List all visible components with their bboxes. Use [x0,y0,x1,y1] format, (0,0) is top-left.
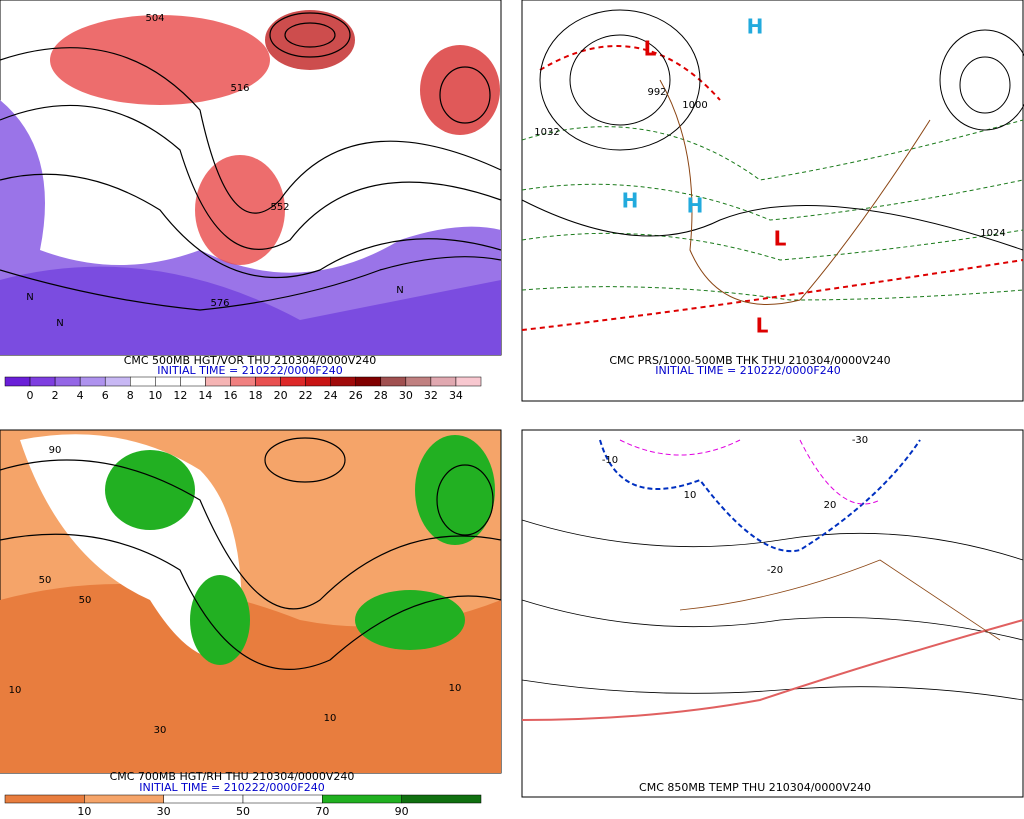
colorbar-label: 70 [315,805,329,818]
map-850mb [521,429,1024,798]
map-sfc-pressure [521,0,1024,402]
colorbar-swatch [401,794,482,804]
contour-label: -30 [852,435,868,446]
map-700mb [0,429,502,774]
colorbar-label: 6 [102,389,109,402]
colorbar-label: 10 [148,389,162,402]
contour-label: 10 [449,683,462,694]
contour-label: 30 [154,725,167,736]
colorbar-label: 0 [27,389,34,402]
contour-label: 504 [145,13,164,24]
init-time: INITIAL TIME = 210222/0000F240 [157,364,342,377]
colorbar-swatch [4,794,85,804]
colorbar-swatch [280,376,306,387]
contour-label: 20 [824,500,837,511]
pressure-center: L [644,37,657,61]
colorbar-label: 4 [77,389,84,402]
colorbar-label: 18 [249,389,263,402]
colorbar-swatch [84,794,164,804]
contour-label: 90 [49,445,62,456]
colorbar-swatch [242,794,323,804]
colorbar-swatch [230,376,256,387]
pressure-center: H [747,15,764,39]
contour-label: 10 [9,685,22,696]
colorbar-swatch [163,794,244,804]
colorbar-swatch [355,376,382,387]
colorbar-label: 22 [299,389,313,402]
colorbar-swatch [405,376,432,387]
contour-label: 10 [324,713,337,724]
colorbar-label: 30 [157,805,171,818]
colorbar-swatch [455,376,482,387]
colorbar-swatch [430,376,457,387]
pressure-center: H [687,194,704,218]
contour-label: 1032 [534,127,559,138]
pressure-center: L [774,227,787,251]
colorbar-swatch [155,376,181,387]
colorbar-label: 30 [399,389,413,402]
contour-label: 516 [230,83,249,94]
colorbar-label: 90 [395,805,409,818]
colorbar-label: 32 [424,389,438,402]
contour-label: -10 [602,455,618,466]
contour-label: 1024 [980,228,1005,239]
colorbar-swatch [330,376,356,387]
colorbar-swatch [205,376,231,387]
colorbar-swatch [29,376,56,387]
contour-label: 1000 [682,100,707,111]
colorbar-label: 2 [52,389,59,402]
panel-title: CMC 700MB HGT/RH THU 210304/0000V240 [110,770,355,783]
colorbar-swatch [380,376,407,387]
colorbar-label: 26 [349,389,363,402]
colorbar-swatch [255,376,281,387]
contour-label: N [396,285,403,296]
colorbar-label: 28 [374,389,388,402]
colorbar-label: 16 [223,389,237,402]
colorbar-label: 34 [449,389,463,402]
colorbar-label: 12 [173,389,187,402]
pressure-center: H [622,189,639,213]
init-time: INITIAL TIME = 210222/0000F240 [655,364,840,377]
init-time: INITIAL TIME = 210222/0000F240 [139,781,324,794]
colorbar-swatch [54,376,81,387]
contour-label: 50 [79,595,92,606]
colorbar-label: 20 [274,389,288,402]
contour-label: N [56,318,63,329]
colorbar-swatch [305,376,331,387]
pressure-center: L [756,314,769,338]
contour-label: 552 [270,202,289,213]
colorbar-label: 8 [127,389,134,402]
contour-label: 992 [647,87,666,98]
contour-label: 50 [39,575,52,586]
contour-label: -20 [767,565,783,576]
colorbar-label: 50 [236,805,250,818]
colorbar-swatch [180,376,206,387]
contour-label: 10 [684,490,697,501]
colorbar-label: 10 [77,805,91,818]
colorbar-label: 14 [198,389,212,402]
colorbar-swatch [79,376,106,387]
colorbar-swatch [322,794,402,804]
map-500mb [0,0,502,356]
panel-title: CMC 850MB TEMP THU 210304/0000V240 [639,781,871,794]
colorbar-swatch [4,376,31,387]
contour-label: N [26,292,33,303]
panel-title: CMC 500MB HGT/VOR THU 210304/0000V240 [124,354,377,367]
contour-label: 576 [210,298,229,309]
colorbar-swatch [104,376,131,387]
panel-title: CMC PRS/1000-500MB THK THU 210304/0000V2… [609,354,890,367]
colorbar-label: 24 [324,389,338,402]
colorbar-swatch [130,376,156,387]
